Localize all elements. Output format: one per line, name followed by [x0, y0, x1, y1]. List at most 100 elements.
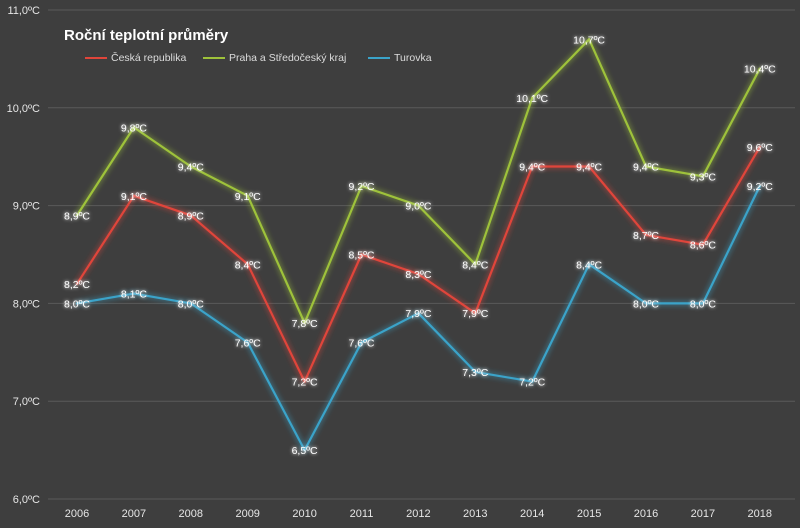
- series-lines: [75, 38, 761, 452]
- data-point: [75, 302, 79, 305]
- data-label: 9,8ºC: [121, 122, 147, 134]
- data-point: [531, 380, 534, 383]
- data-label: 7,9ºC: [405, 308, 431, 320]
- data-label: 7,2ºC: [292, 377, 318, 389]
- data-point: [587, 165, 591, 168]
- data-label: 9,1ºC: [121, 191, 147, 203]
- y-axis: 6,0ºC 7,0ºC 8,0ºC 9,0ºC 10,0ºC 11,0ºC: [7, 5, 40, 506]
- data-point: [417, 204, 420, 207]
- x-tick-label: 2007: [122, 508, 146, 520]
- data-label: 8,0ºC: [690, 298, 716, 310]
- data-point: [701, 243, 705, 246]
- data-point: [758, 145, 761, 149]
- y-tick-label: 8,0ºC: [13, 298, 40, 310]
- data-point: [189, 214, 192, 217]
- data-label: 8,0ºC: [64, 298, 90, 310]
- legend-label: Česká republika: [111, 51, 186, 64]
- x-tick-label: 2013: [463, 508, 487, 520]
- data-label: 9,6ºC: [747, 142, 773, 154]
- data-label: 8,4ºC: [462, 259, 488, 271]
- data-point: [132, 194, 136, 198]
- data-label: 8,0ºC: [633, 298, 659, 310]
- x-tick-label: 2010: [292, 508, 316, 520]
- gridlines: [48, 9, 795, 500]
- data-label: 8,5ºC: [348, 250, 374, 262]
- x-tick-label: 2012: [406, 508, 430, 520]
- data-label: 9,4ºC: [519, 161, 545, 173]
- data-label: 10,7ºC: [573, 34, 605, 46]
- data-label: 9,2ºC: [747, 181, 773, 193]
- data-label: 8,3ºC: [405, 269, 431, 281]
- data-label: 8,9ºC: [178, 210, 204, 222]
- data-label: 7,2ºC: [519, 377, 545, 389]
- legend-label: Praha a Středočeský kraj: [229, 52, 346, 64]
- x-tick-label: 2015: [577, 508, 601, 520]
- data-label: 9,4ºC: [178, 161, 204, 173]
- data-point: [417, 272, 420, 276]
- data-point: [132, 292, 136, 295]
- data-label: 9,4ºC: [576, 161, 602, 173]
- x-tick-label: 2018: [748, 508, 772, 520]
- data-label: 7,9ºC: [462, 308, 488, 320]
- data-label: 10,1ºC: [516, 93, 548, 105]
- y-tick-label: 7,0ºC: [13, 396, 40, 408]
- data-point: [360, 341, 363, 344]
- data-point: [474, 370, 477, 374]
- data-label: 7,6ºC: [348, 338, 374, 350]
- data-label: 9,1ºC: [235, 191, 261, 203]
- x-tick-label: 2009: [235, 508, 259, 520]
- x-tick-label: 2011: [350, 508, 374, 520]
- data-point: [474, 311, 477, 315]
- x-axis: 2006 2007 2008 2009 2010 2011 2012 2013 2014 2015…: [65, 508, 772, 520]
- data-label: 7,3ºC: [462, 367, 488, 379]
- data-label: 8,2ºC: [64, 279, 90, 291]
- data-point: [189, 302, 192, 305]
- y-tick-label: 9,0ºC: [13, 201, 40, 213]
- y-tick-label: 6,0ºC: [13, 494, 40, 506]
- data-point: [246, 194, 249, 198]
- data-point: [303, 321, 306, 325]
- data-label: 8,7ºC: [633, 230, 659, 242]
- data-label: 8,0ºC: [178, 298, 204, 310]
- series-line-0: [76, 146, 761, 383]
- data-point: [75, 282, 79, 286]
- y-tick-label: 11,0ºC: [7, 5, 40, 17]
- x-tick-label: 2016: [634, 508, 658, 520]
- data-label: 9,3ºC: [690, 171, 716, 183]
- data-point: [644, 233, 648, 237]
- x-tick-label: 2017: [691, 508, 715, 520]
- data-point: [644, 302, 648, 305]
- data-point: [303, 380, 306, 383]
- data-point: [531, 165, 534, 168]
- data-point: [587, 263, 591, 266]
- x-tick-label: 2006: [65, 508, 89, 520]
- data-point: [189, 165, 192, 168]
- data-point: [303, 448, 306, 452]
- data-label: 7,6ºC: [235, 338, 261, 350]
- data-point: [360, 184, 363, 188]
- data-label: 9,0ºC: [405, 201, 431, 213]
- data-point: [246, 263, 249, 266]
- data-label: 9,2ºC: [348, 181, 374, 193]
- data-point: [644, 165, 648, 168]
- data-label: 8,6ºC: [690, 240, 716, 252]
- chart-title: Roční teplotní průměry: [64, 27, 229, 44]
- data-point: [417, 311, 420, 315]
- data-point: [701, 302, 705, 305]
- data-point: [360, 253, 363, 256]
- data-label: 8,4ºC: [235, 259, 261, 271]
- data-labels: 8,2ºC 9,1ºC 8,9ºC 8,4ºC 7,2ºC 8,5ºC 8,3ºC 7,9ºC…: [64, 34, 776, 457]
- data-point: [132, 126, 136, 129]
- data-label: 8,1ºC: [121, 289, 147, 301]
- data-label: 7,8ºC: [292, 318, 318, 330]
- data-point: [474, 263, 477, 266]
- x-tick-label: 2008: [179, 508, 203, 520]
- data-label: 9,4ºC: [633, 161, 659, 173]
- data-point: [701, 175, 705, 178]
- data-point: [758, 67, 761, 70]
- data-point: [75, 214, 79, 217]
- legend: Česká republika Praha a Středočeský kraj T…: [85, 51, 432, 64]
- data-label: 8,9ºC: [64, 210, 90, 222]
- legend-label: Turovka: [394, 52, 432, 64]
